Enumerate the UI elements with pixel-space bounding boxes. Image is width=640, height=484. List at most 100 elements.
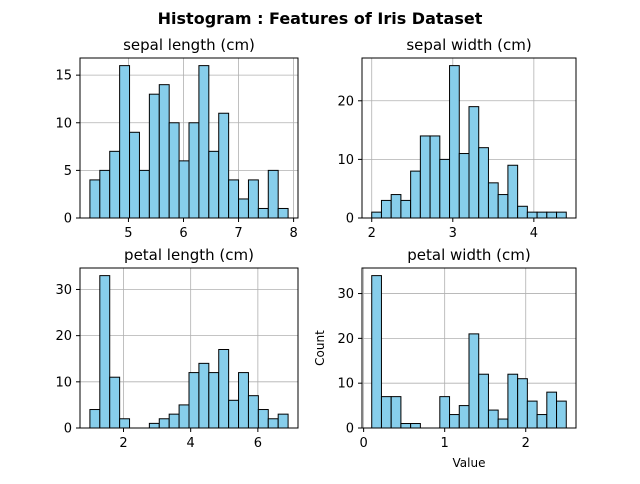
histogram-bar: [390, 396, 402, 429]
histogram-bar: [238, 372, 249, 429]
y-tick-label: 20: [337, 94, 354, 109]
histogram-bar: [468, 106, 480, 219]
histogram-bar: [371, 211, 382, 219]
histogram-bar: [257, 409, 269, 429]
y-axis-label: Count: [313, 330, 327, 366]
x-tick-label: 4: [187, 436, 195, 451]
histogram-bar: [178, 160, 190, 219]
histogram-bar: [556, 400, 567, 429]
histogram-bar: [168, 413, 180, 429]
histogram-bar: [458, 405, 470, 429]
x-tick-label: 1: [441, 436, 449, 451]
y-tick-label: 0: [64, 422, 72, 437]
y-tick-label: 30: [337, 287, 354, 302]
histogram-bar: [188, 122, 200, 219]
y-tick-label: 10: [337, 153, 354, 168]
subplot-3: 2 4 6 0 10 20 30 petal length (cm): [55, 246, 299, 451]
histogram-bar: [536, 211, 548, 219]
histogram-bar: [267, 418, 279, 429]
histogram-bar: [238, 198, 249, 219]
histogram-bar: [468, 333, 480, 429]
histogram-bar: [526, 211, 538, 219]
x-tick-label: 8: [289, 226, 297, 241]
histogram-bar: [99, 275, 111, 429]
y-tick-label: 0: [346, 422, 354, 437]
histogram-bar: [267, 169, 279, 219]
histogram-bar: [390, 194, 402, 219]
histogram-bar: [198, 362, 210, 429]
histogram-bar: [109, 150, 121, 219]
histogram-bar: [138, 169, 150, 219]
histogram-bar: [89, 179, 101, 219]
histogram-bar: [410, 170, 421, 219]
subplot-title: petal length (cm): [124, 246, 254, 264]
histogram-bar: [188, 372, 200, 429]
subplot-title: sepal width (cm): [406, 36, 531, 54]
histogram-bar: [371, 275, 382, 429]
x-tick-label: 4: [530, 226, 538, 241]
histogram-bar: [556, 211, 567, 219]
histogram-bar: [109, 376, 121, 429]
y-tick-label: 5: [64, 164, 72, 179]
histogram-bar: [507, 373, 519, 429]
histogram-bar: [158, 84, 170, 219]
histogram-bar: [218, 349, 230, 429]
y-tick-label: 10: [337, 377, 354, 392]
histogram-bar: [228, 399, 240, 429]
histogram-bar: [247, 179, 259, 219]
y-tick-label: 20: [55, 329, 72, 344]
histogram-bar: [497, 418, 509, 429]
histogram-bar: [380, 199, 392, 219]
histogram-bar: [277, 413, 289, 429]
subplot-1: 5 6 7 8 0 5 10 15 sepal length (cm): [55, 36, 299, 241]
histogram-bar: [89, 409, 101, 429]
y-tick-label: 10: [55, 375, 72, 390]
histogram-bar: [257, 207, 269, 219]
x-tick-label: 2: [368, 226, 376, 241]
axes-frame: [361, 57, 577, 219]
histogram-bar: [458, 153, 470, 219]
histogram-bar: [119, 65, 131, 219]
histogram-bar: [429, 135, 441, 219]
subplot-title: petal width (cm): [407, 246, 530, 264]
histogram-bar: [410, 423, 421, 429]
histogram-bar: [228, 179, 240, 219]
y-tick-label: 0: [64, 212, 72, 227]
histogram-bar: [380, 396, 392, 429]
histogram-bar: [158, 418, 170, 429]
histogram-bar: [536, 414, 548, 429]
x-tick-label: 2: [522, 436, 530, 451]
histogram-bar: [449, 65, 460, 219]
axes-frame: [79, 57, 299, 219]
histogram-bar: [119, 418, 131, 429]
histogram-bar: [487, 409, 499, 429]
histogram-bar: [400, 423, 412, 429]
histogram-bar: [99, 169, 111, 219]
histogram-bar: [517, 205, 528, 219]
histogram-bar: [208, 150, 220, 219]
histogram-bar: [208, 372, 220, 429]
histogram-bar: [419, 135, 431, 219]
figure-suptitle: Histogram : Features of Iris Dataset: [158, 9, 483, 28]
subplot-title: sepal length (cm): [123, 36, 255, 54]
axes-frame: [79, 267, 299, 429]
x-tick-label: 6: [254, 436, 262, 451]
histogram-bar: [439, 158, 451, 219]
x-tick-label: 5: [124, 226, 132, 241]
histogram-bar: [277, 207, 289, 219]
histogram-bar: [168, 122, 180, 219]
x-tick-label: 0: [359, 436, 367, 451]
y-tick-label: 30: [55, 283, 72, 298]
y-tick-label: 10: [55, 116, 72, 131]
histogram-bar: [478, 147, 489, 219]
y-tick-label: 0: [346, 212, 354, 227]
histogram-bar: [247, 395, 259, 429]
histogram-bar: [546, 211, 558, 219]
histogram-bar: [487, 182, 499, 219]
histogram-bar: [507, 164, 519, 219]
axes-frame: [361, 267, 577, 429]
y-tick-label: 15: [55, 69, 72, 84]
